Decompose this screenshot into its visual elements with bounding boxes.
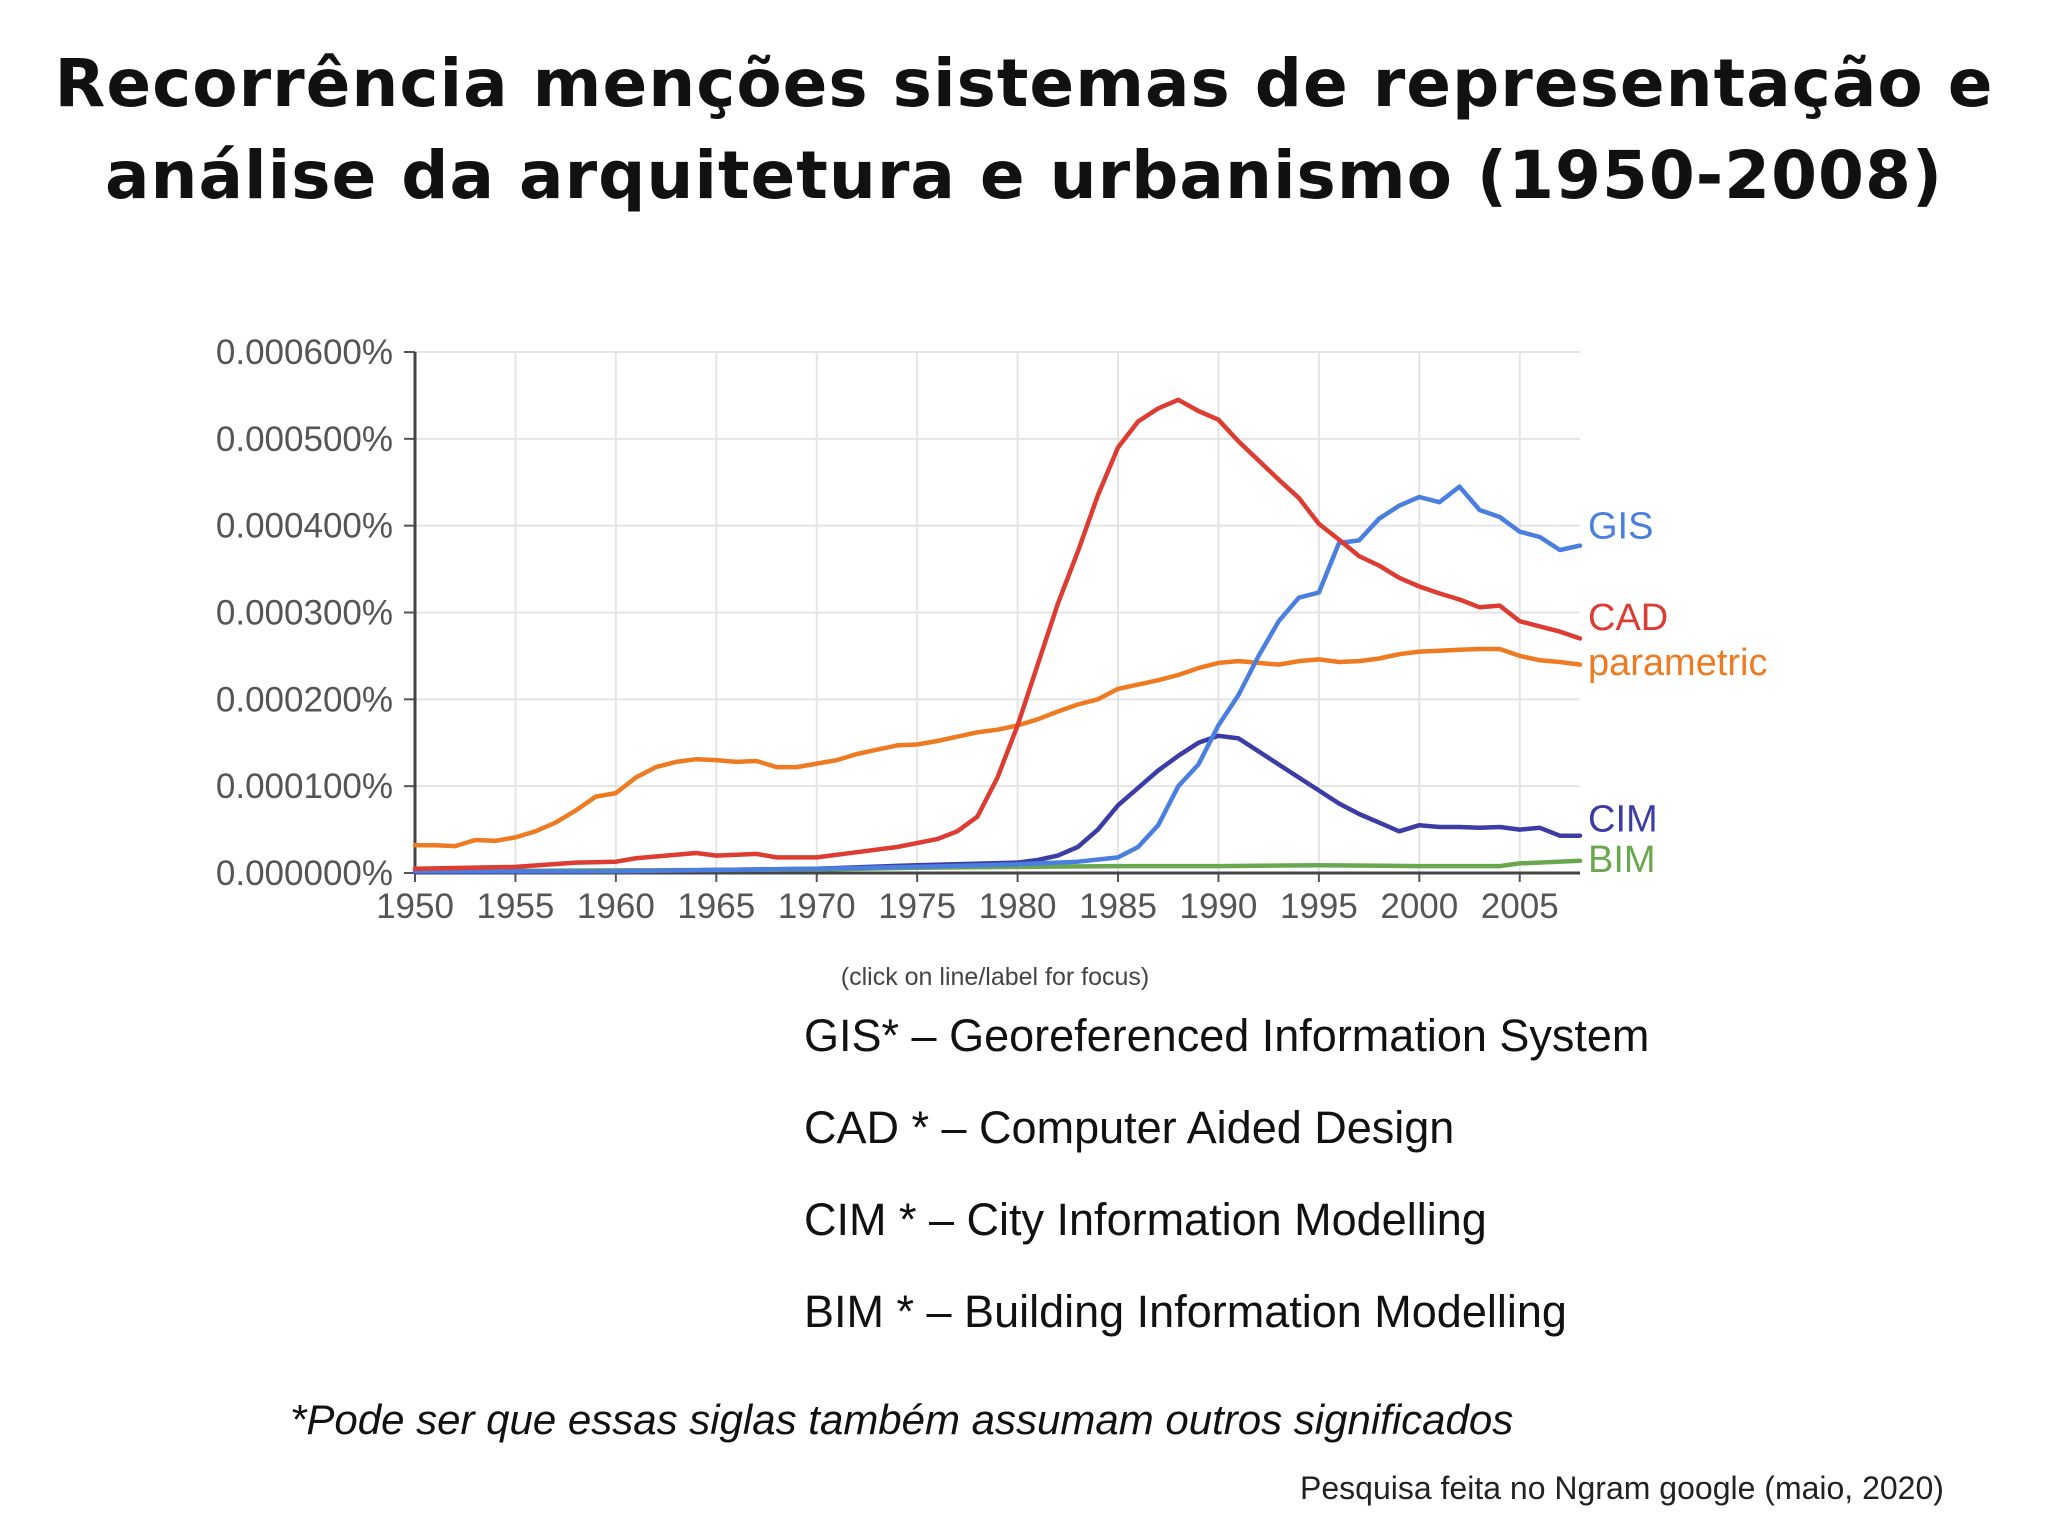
y-tick-label: 0.000400% (216, 507, 393, 546)
x-tick-label: 1950 (376, 887, 454, 926)
legend-gis: GIS* – Georeferenced Information System (804, 1010, 1650, 1061)
chart-svg: 1950 1955 1960 1965 1970 1975 1980 1985 1990 1995… (216, 333, 1768, 991)
x-tick-label: 1985 (1079, 887, 1157, 926)
series-line-parametric (412, 646, 1583, 849)
series-line-cim (412, 733, 1583, 875)
x-tick-label: 1970 (778, 887, 856, 926)
chart-note: (click on line/label for focus) (841, 963, 1149, 991)
y-tick-label: 0.000300% (216, 594, 393, 633)
axis-layer: 1950 1955 1960 1965 1970 1975 1980 1985 1990 1995… (216, 333, 1580, 926)
series-label-gis: GIS (1588, 506, 1653, 548)
x-tick-label: 1980 (979, 887, 1057, 926)
source-credit: Pesquisa feita no Ngram google (maio, 20… (1300, 1470, 1944, 1506)
disclaimer-note: *Pode ser que essas siglas também assuma… (290, 1396, 1514, 1443)
slide-title: Recorrência menções sistemas de represen… (0, 38, 2048, 222)
slide-title-line-1: Recorrência menções sistemas de represen… (54, 45, 1994, 122)
y-tick-label: 0.000000% (216, 854, 393, 893)
series-layer (412, 397, 1583, 875)
ngram-chart: 1950 1955 1960 1965 1970 1975 1980 1985 1990 1995… (216, 333, 1768, 991)
series-label-parametric: parametric (1588, 642, 1768, 684)
x-tick-label: 2005 (1481, 887, 1559, 926)
x-tick-label: 1965 (677, 887, 755, 926)
series-label-cim: CIM (1588, 798, 1658, 840)
y-tick-label: 0.000100% (216, 767, 393, 806)
x-tick-label: 1990 (1180, 887, 1258, 926)
legend-cim: CIM * – City Information Modelling (804, 1194, 1487, 1245)
slide-title-line-2: análise da arquitetura e urbanismo (1950… (104, 137, 1944, 214)
y-tick-label: 0.000600% (216, 333, 393, 372)
x-tick-label: 1960 (577, 887, 655, 926)
x-tick-label: 2000 (1380, 887, 1458, 926)
legend-bim: BIM * – Building Information Modelling (804, 1286, 1567, 1337)
y-tick-label: 0.000200% (216, 680, 393, 719)
legend-cad: CAD * – Computer Aided Design (804, 1102, 1455, 1153)
x-tick-label: 1975 (878, 887, 956, 926)
x-tick-label: 1995 (1280, 887, 1358, 926)
series-line-gis (412, 484, 1583, 874)
series-label-bim: BIM (1588, 839, 1656, 881)
y-tick-label: 0.000500% (216, 420, 393, 459)
series-label-cad: CAD (1588, 597, 1668, 639)
x-tick-label: 1955 (476, 887, 554, 926)
series-line-cad (412, 397, 1583, 871)
grid-layer (414, 351, 1580, 873)
